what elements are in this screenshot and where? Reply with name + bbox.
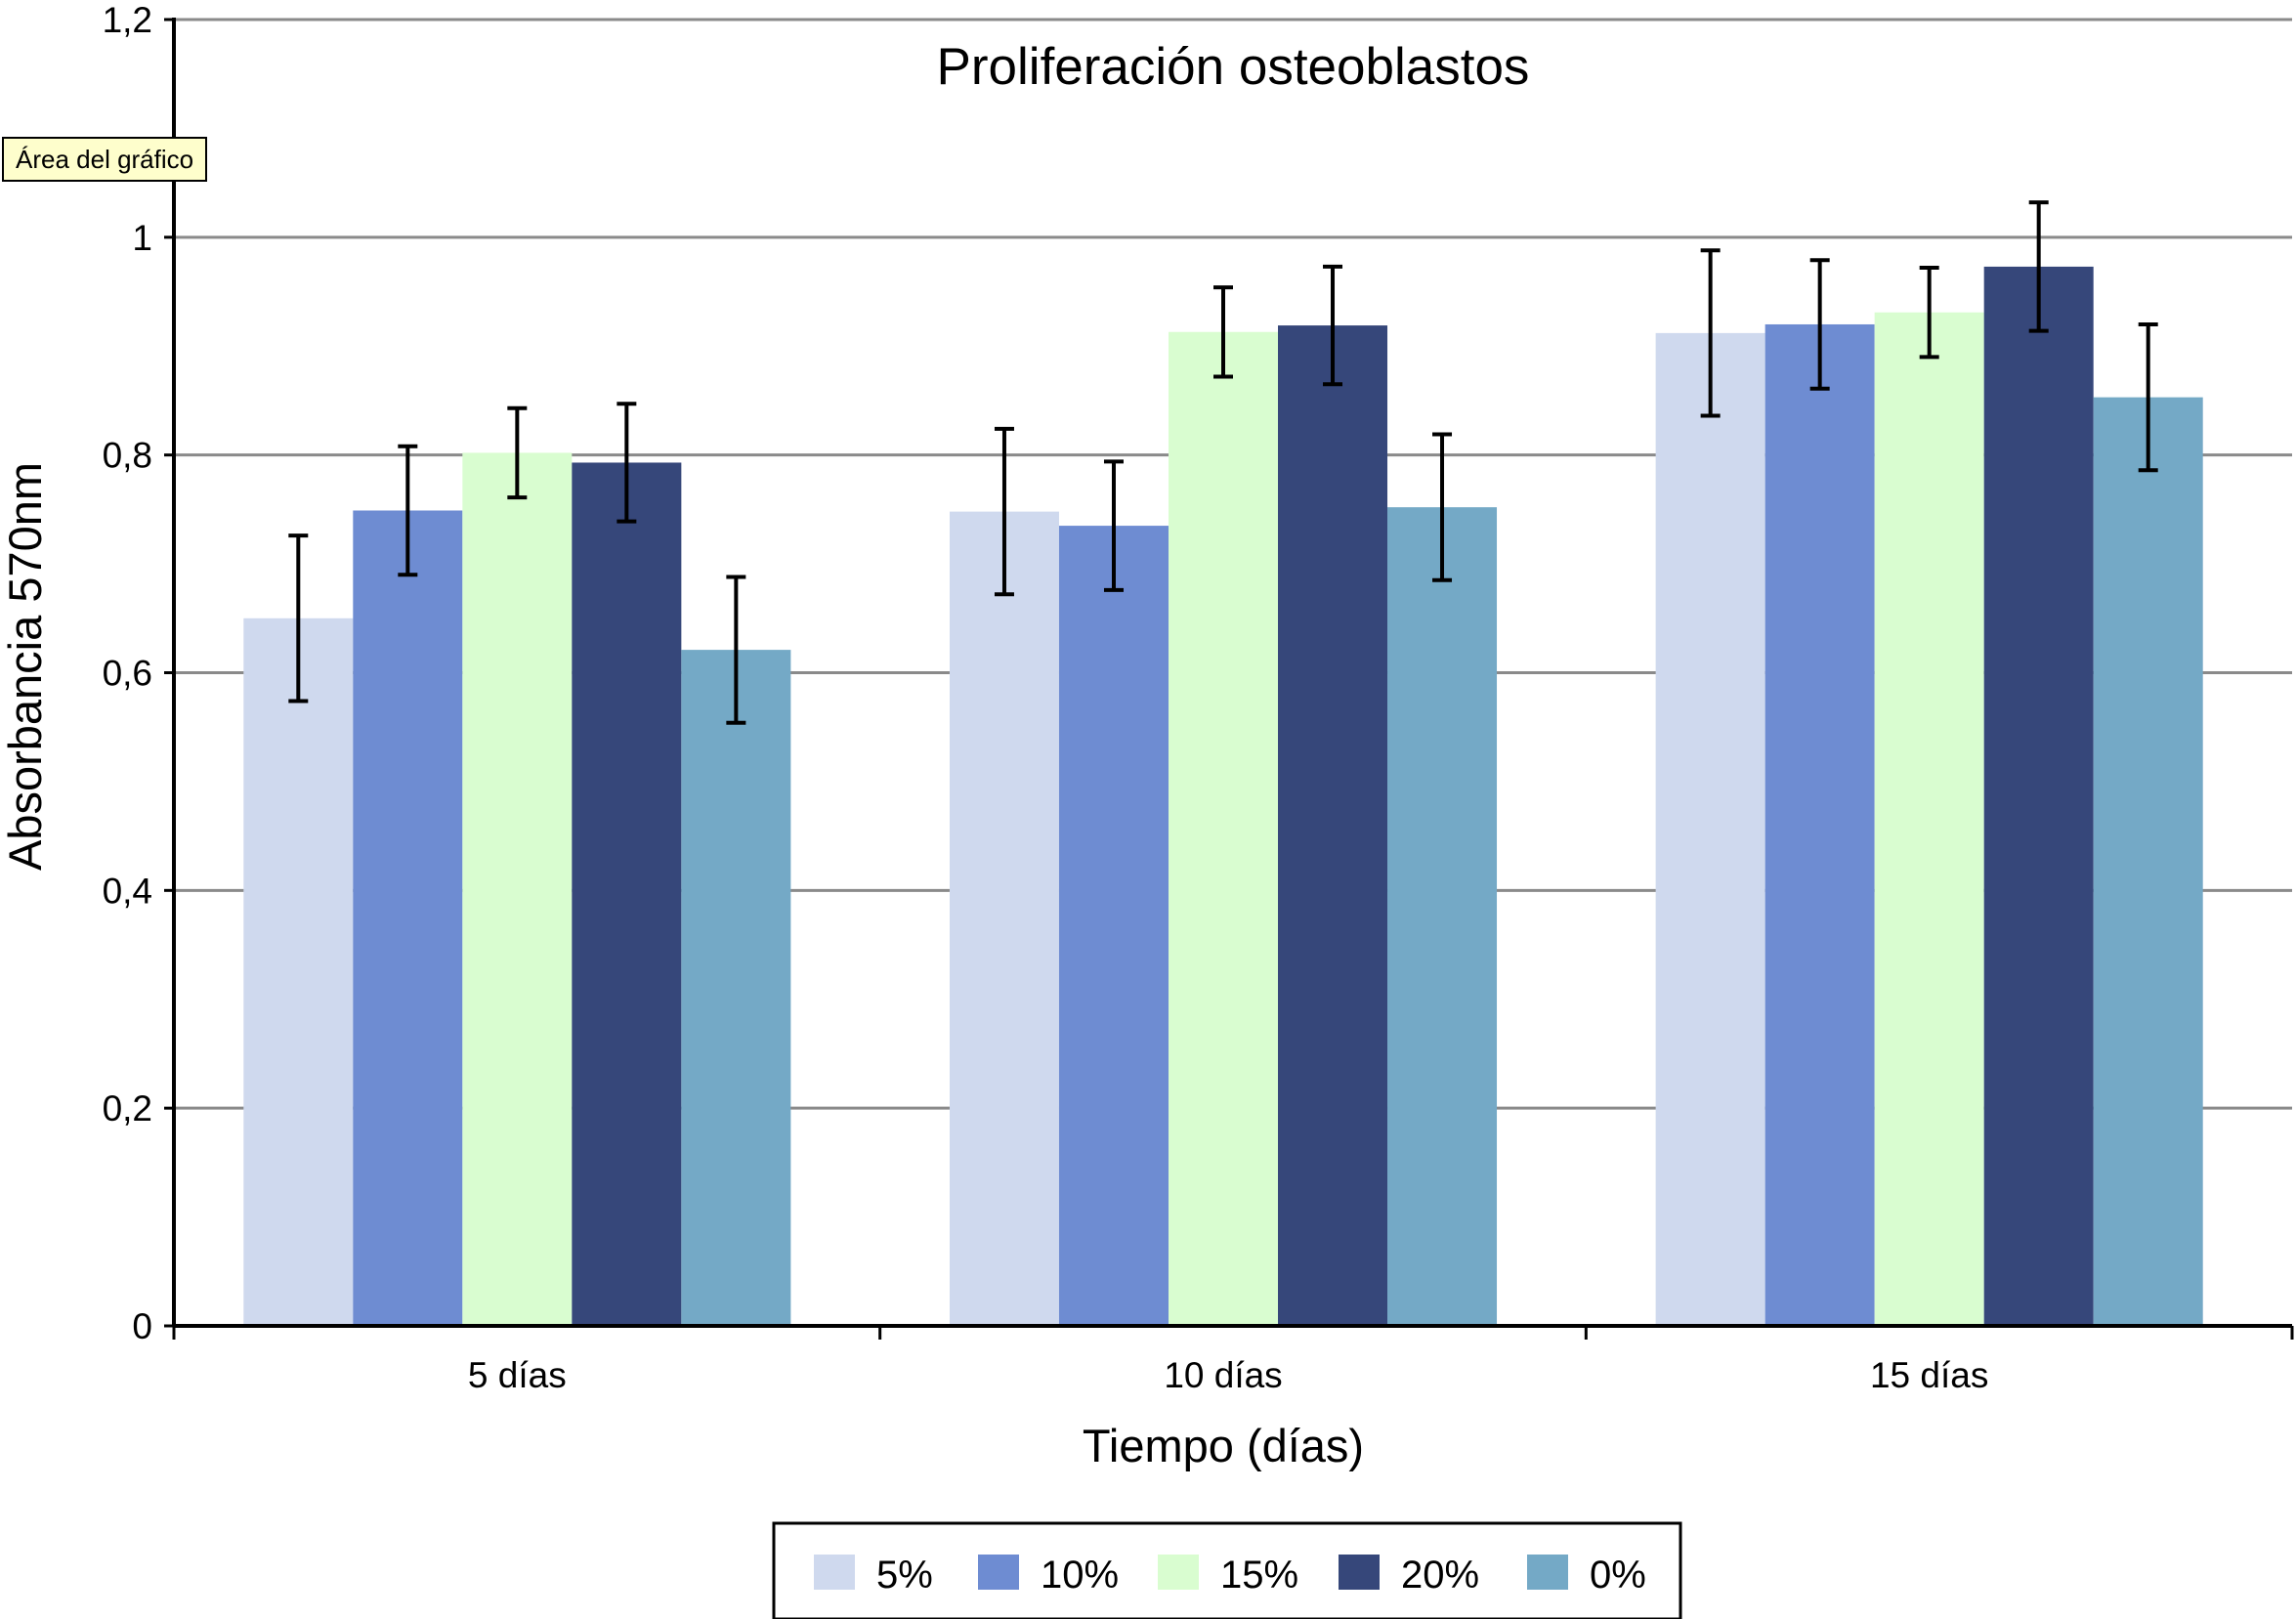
x-tick-label: 15 días — [1870, 1355, 1988, 1395]
y-tick-label: 1 — [132, 218, 152, 258]
legend-label: 10% — [1041, 1554, 1119, 1597]
bar — [1874, 312, 1984, 1327]
axes — [164, 18, 2294, 1340]
tick-labels: 0 0,2 0,4 0,6 0,8 1 1,2 5 días 10 días 15 días — [103, 0, 1989, 1395]
y-axis-title: Absorbancia 570nm — [0, 462, 51, 871]
y-tick-label: 0,8 — [103, 436, 152, 476]
legend-swatch — [978, 1555, 1019, 1590]
chart-area-tooltip: Área del gráfico — [2, 137, 208, 182]
legend-label: 0% — [1590, 1554, 1646, 1597]
bar — [353, 510, 463, 1326]
legend-swatch — [1339, 1555, 1380, 1590]
bar — [1278, 325, 1388, 1327]
legend-swatch — [814, 1555, 855, 1590]
bar — [1168, 331, 1279, 1326]
x-tick-label: 5 días — [468, 1355, 567, 1395]
bar — [1765, 323, 1875, 1326]
bar — [2093, 397, 2203, 1326]
bar — [1983, 266, 2094, 1327]
bar — [572, 462, 682, 1326]
bar — [681, 650, 791, 1326]
x-axis-title: Tiempo (días) — [1083, 1420, 1364, 1471]
bar — [1655, 332, 1765, 1326]
error-bars — [288, 200, 2158, 725]
bar — [949, 511, 1059, 1326]
bars — [243, 266, 2203, 1327]
x-tick-label: 10 días — [1164, 1355, 1282, 1395]
legend-swatch — [1158, 1555, 1199, 1590]
y-tick-label: 0,4 — [103, 871, 152, 911]
legend-label: 20% — [1401, 1554, 1479, 1597]
legend-label: 5% — [876, 1554, 933, 1597]
y-tick-label: 0,6 — [103, 654, 152, 694]
bar — [1058, 526, 1169, 1326]
legend-swatch — [1527, 1555, 1568, 1590]
bar — [462, 452, 573, 1326]
y-tick-label: 0,2 — [103, 1088, 152, 1129]
y-tick-label: 1,2 — [103, 0, 152, 40]
y-tick-label: 0 — [132, 1306, 152, 1346]
chart-title: Proliferación osteoblastos — [937, 38, 1530, 96]
bar — [1387, 507, 1498, 1326]
legend: 5% 10% 15% 20% 0% — [772, 1521, 1682, 1619]
legend-label: 15% — [1220, 1554, 1298, 1597]
bar — [243, 618, 354, 1326]
